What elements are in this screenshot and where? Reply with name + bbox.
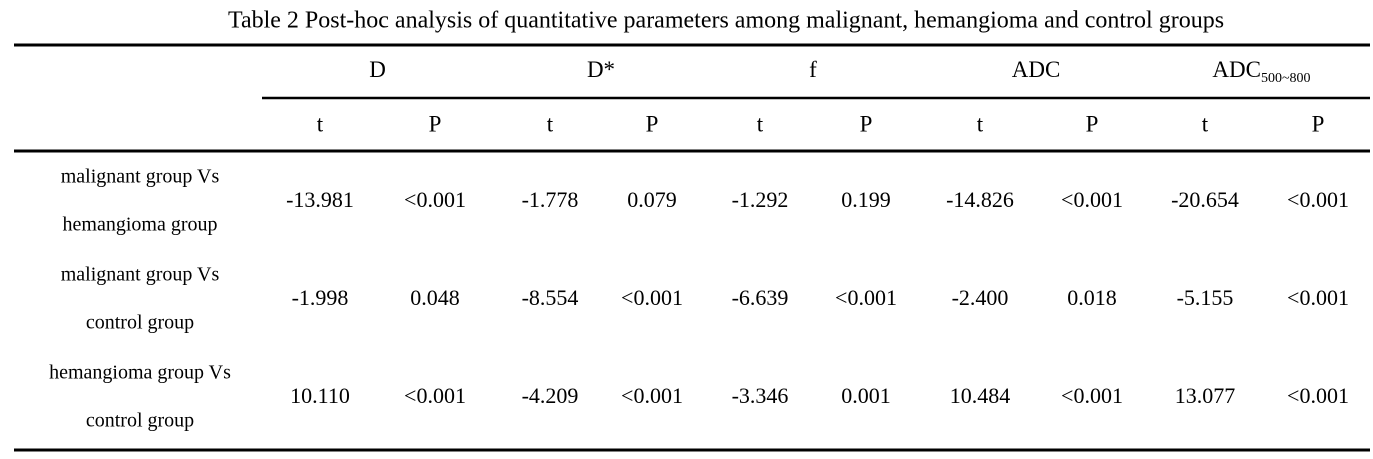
sub-header: P [1312,111,1325,136]
cell: <0.001 [1061,383,1123,408]
group-header: D* [587,57,615,82]
sub-header: t [317,111,324,136]
cell: -2.400 [952,285,1009,310]
table-title: Table 2 Post-hoc analysis of quantitativ… [228,8,1224,34]
cell: <0.001 [404,187,466,212]
group-label: D [369,57,386,82]
row-label: malignant group Vs [61,166,220,188]
cell: 10.484 [950,383,1011,408]
group-header: f [809,57,817,82]
cell: -1.998 [292,285,349,310]
row-label: control group [86,312,194,334]
cell: -1.778 [522,187,579,212]
cell: <0.001 [621,285,683,310]
sub-header: P [860,111,873,136]
cell: <0.001 [1287,285,1349,310]
row-label: control group [86,410,194,432]
group-header: D [369,57,386,82]
sub-header: t [547,111,554,136]
cell: -3.346 [732,383,789,408]
sub-header: P [429,111,442,136]
cell: 13.077 [1175,383,1236,408]
cell: <0.001 [404,383,466,408]
cell: 0.079 [627,187,677,212]
sub-header: P [646,111,659,136]
group-label: ADC [1212,57,1261,82]
cell: -5.155 [1177,285,1234,310]
cell: <0.001 [621,383,683,408]
group-subscript: 500~800 [1261,71,1311,86]
sub-header: t [977,111,984,136]
cell: -14.826 [946,187,1014,212]
group-label: D* [587,57,615,82]
row-label: hemangioma group [63,214,218,236]
cell: 0.048 [410,285,460,310]
cell: 0.018 [1067,285,1117,310]
cell: <0.001 [1287,383,1349,408]
group-label: ADC [1012,57,1061,82]
row-label: malignant group Vs [61,264,220,286]
cell: <0.001 [1287,187,1349,212]
cell: <0.001 [835,285,897,310]
group-header: ADC500~800 [1212,57,1310,86]
cell: -1.292 [732,187,789,212]
cell: -20.654 [1171,187,1239,212]
group-header: ADC [1012,57,1061,82]
cell: -4.209 [522,383,579,408]
cell: <0.001 [1061,187,1123,212]
sub-header: t [1202,111,1209,136]
cell: 0.199 [841,187,891,212]
group-label: f [809,57,817,82]
cell: -8.554 [522,285,579,310]
cell: -13.981 [286,187,354,212]
cell: 0.001 [841,383,891,408]
row-label: hemangioma group Vs [49,362,231,384]
sub-header: P [1086,111,1099,136]
cell: -6.639 [732,285,789,310]
cell: 10.110 [290,383,350,408]
sub-header: t [757,111,764,136]
